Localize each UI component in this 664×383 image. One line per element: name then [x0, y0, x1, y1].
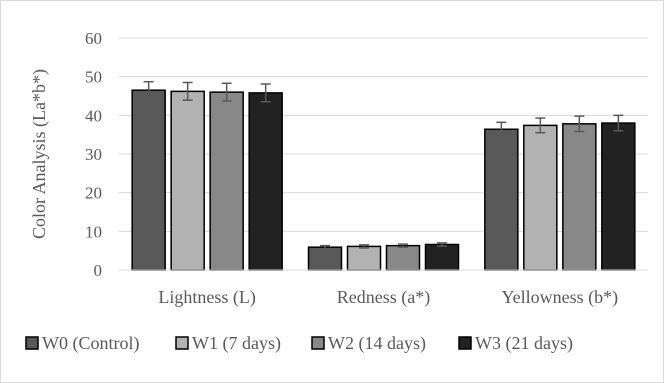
bar	[170, 90, 205, 271]
legend-label: W3 (21 days)	[475, 333, 573, 354]
bar	[131, 89, 166, 271]
legend-label: W1 (7 days)	[192, 333, 281, 354]
bar	[307, 246, 343, 271]
legend-swatch	[25, 336, 39, 350]
x-category-label: Yellowness (b*)	[501, 287, 618, 308]
legend-swatch	[458, 336, 472, 350]
legend: W0 (Control) W1 (7 days) W2 (14 days) W3 (2…	[25, 333, 573, 354]
bars	[131, 89, 636, 271]
y-tick-label: 60	[85, 29, 102, 48]
x-category-label: Lightness (L)	[158, 287, 255, 308]
y-tick-label: 30	[85, 145, 102, 164]
y-axis-ticks: 0 10 20 30 40 50 60	[85, 29, 102, 280]
bar	[346, 245, 382, 271]
bar	[385, 244, 421, 271]
legend-swatch	[311, 336, 325, 350]
legend-label: W0 (Control)	[42, 333, 139, 354]
bar	[248, 92, 283, 271]
bar	[424, 243, 460, 271]
y-axis-title: Color Analysis (La*b*)	[29, 69, 50, 239]
y-tick-label: 40	[85, 106, 102, 125]
y-tick-label: 50	[85, 68, 102, 87]
legend-label: W2 (14 days)	[328, 333, 426, 354]
gridlines	[119, 37, 648, 232]
bar	[562, 123, 597, 271]
bar	[484, 128, 519, 271]
y-tick-label: 20	[85, 184, 102, 203]
x-axis-categories: Lightness (L) Redness (a*) Yellowness (b*)	[158, 287, 618, 308]
legend-swatch	[175, 336, 189, 350]
bar	[523, 124, 558, 271]
x-category-label: Redness (a*)	[337, 287, 430, 308]
y-tick-label: 0	[94, 261, 103, 280]
y-tick-label: 10	[85, 222, 102, 241]
bar	[209, 91, 244, 271]
bar	[601, 122, 636, 271]
error-bars	[143, 80, 624, 250]
